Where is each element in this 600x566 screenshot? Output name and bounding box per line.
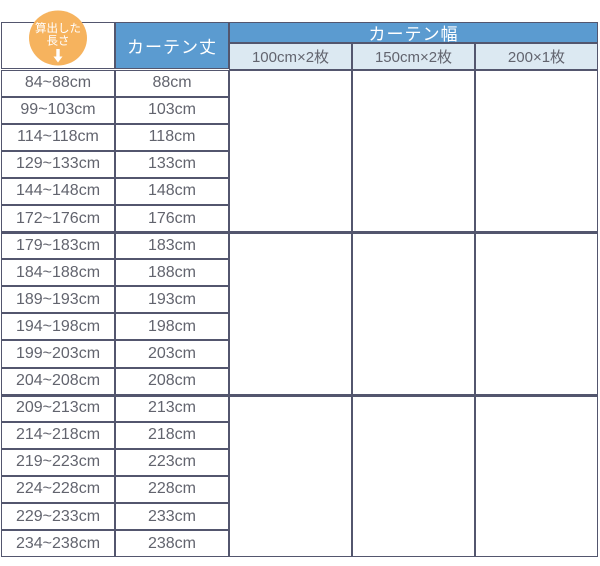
svg-text:算出した: 算出した (35, 21, 81, 35)
svg-text:長さ: 長さ (47, 35, 70, 48)
